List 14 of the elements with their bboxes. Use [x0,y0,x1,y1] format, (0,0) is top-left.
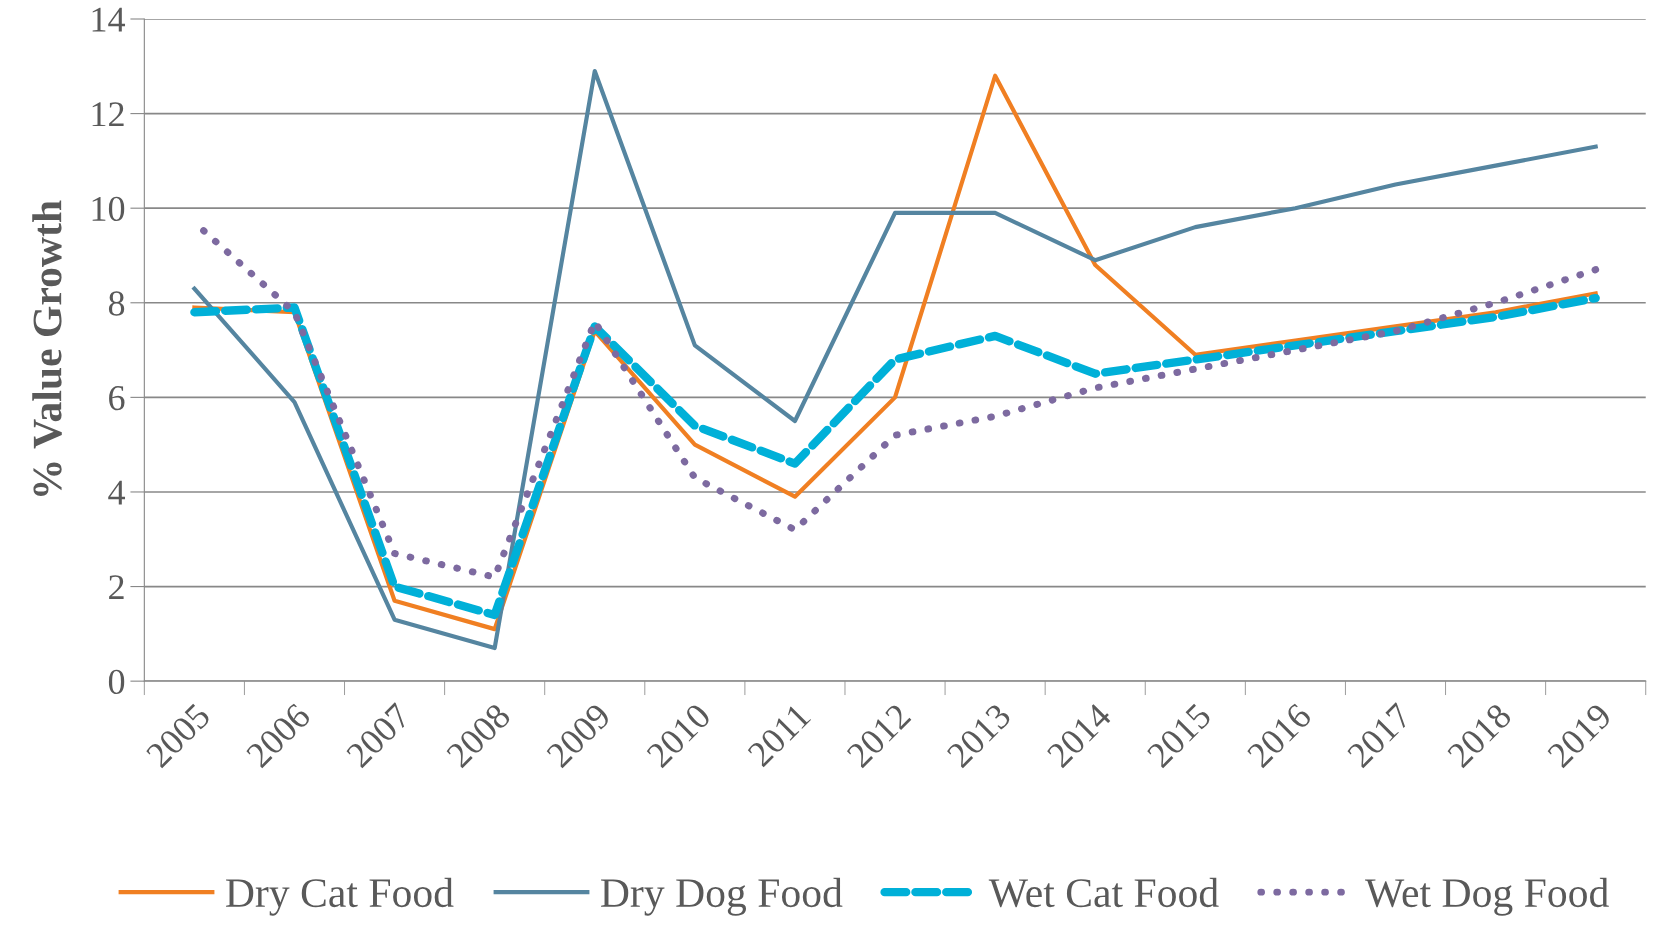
y-tick-label: 0 [108,669,125,695]
y-tick-label: 6 [109,385,125,411]
x-tick-label: 2011 [746,702,812,768]
y-tick-label: 8 [108,291,125,316]
y-tick-label: 14 [92,7,126,32]
y-tick-label: 2 [109,575,124,600]
y-tick-label: 4 [108,480,126,505]
y-tick-label: 12 [92,102,124,127]
legend-label: Wet Dog Food [1365,877,1609,916]
legend-label: Wet Cat Food [988,877,1219,908]
y-axis-title: % Value Growth [32,200,62,496]
y-tick-label: 10 [92,196,125,222]
legend-label: Dry Cat Food [226,877,454,916]
legend-label: Dry Dog Food [601,877,843,916]
